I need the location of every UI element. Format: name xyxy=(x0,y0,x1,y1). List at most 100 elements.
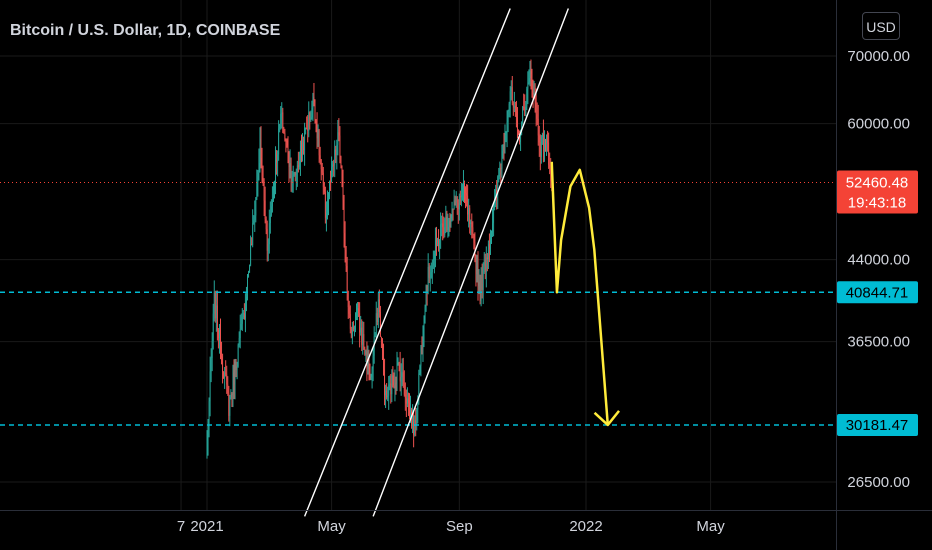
candle-body xyxy=(382,341,383,352)
candle xyxy=(335,145,337,163)
candle xyxy=(397,357,399,366)
candle xyxy=(258,148,260,181)
candle-body xyxy=(410,409,411,414)
candle xyxy=(412,404,414,434)
projection-path[interactable] xyxy=(550,161,621,427)
candle-body xyxy=(477,266,479,287)
candle-body xyxy=(280,113,282,124)
candle xyxy=(438,229,440,252)
candle xyxy=(319,146,321,165)
candle xyxy=(263,178,265,217)
candle-body xyxy=(465,187,466,194)
projection-line[interactable] xyxy=(550,161,610,426)
candle-body xyxy=(251,244,253,246)
candle-body xyxy=(489,244,490,249)
currency-button[interactable]: USD xyxy=(862,12,900,40)
candle-body xyxy=(482,265,484,290)
candle-body xyxy=(285,140,287,142)
candle-body xyxy=(366,351,368,369)
candle-body xyxy=(248,272,249,277)
candle-body xyxy=(220,328,221,357)
candle xyxy=(473,233,475,250)
channel-upper-line[interactable] xyxy=(303,8,511,517)
candle-body xyxy=(545,143,546,145)
candle-body xyxy=(405,398,407,404)
candle xyxy=(492,208,494,238)
ascending-channel[interactable] xyxy=(303,8,570,517)
candle xyxy=(278,120,280,161)
candle xyxy=(489,229,491,256)
candle-body xyxy=(235,361,237,371)
candle xyxy=(536,102,538,125)
candle xyxy=(284,128,286,142)
candle xyxy=(453,189,455,210)
candle xyxy=(294,171,296,182)
candle-body xyxy=(295,172,297,176)
candle-body xyxy=(259,138,261,164)
candle-body xyxy=(236,366,238,371)
candle xyxy=(423,315,425,348)
candle-body xyxy=(377,299,379,322)
candle-body xyxy=(492,223,493,234)
candle xyxy=(216,290,218,341)
candle-body xyxy=(512,102,514,108)
candle-body xyxy=(282,112,284,133)
candle-body xyxy=(338,132,340,136)
candle-body xyxy=(355,314,356,328)
candle-body xyxy=(447,227,449,231)
candle-body xyxy=(438,240,439,247)
candle xyxy=(288,151,290,183)
candle xyxy=(279,123,281,133)
candle xyxy=(312,92,314,122)
channel-lower-line[interactable] xyxy=(372,8,570,517)
horizontal-levels[interactable] xyxy=(0,181,836,426)
candle-body xyxy=(429,277,431,279)
candle xyxy=(269,201,271,234)
candle-body xyxy=(459,196,461,198)
candle xyxy=(487,240,489,269)
candle-body xyxy=(445,216,447,219)
x-tick-label-3: Sep xyxy=(446,518,473,535)
candle xyxy=(533,80,535,97)
candle xyxy=(253,215,255,225)
candle-body xyxy=(446,216,448,231)
candle-body xyxy=(471,222,473,228)
candle xyxy=(237,343,239,368)
candle xyxy=(488,233,490,263)
candle xyxy=(430,262,432,279)
candle-body xyxy=(289,163,291,168)
candle-body xyxy=(354,327,355,329)
candle-body xyxy=(433,253,435,259)
candle xyxy=(213,280,215,322)
candle-body xyxy=(490,236,491,249)
candle xyxy=(509,86,511,118)
y-tick-label-1: 60000.00 xyxy=(847,116,910,133)
candle xyxy=(542,119,544,163)
candle xyxy=(482,262,484,305)
candle-body xyxy=(304,128,306,151)
candle xyxy=(426,284,428,306)
candle-body xyxy=(408,398,409,404)
candle xyxy=(485,246,487,288)
candle-body xyxy=(328,196,329,201)
candle xyxy=(375,301,377,341)
candle xyxy=(268,209,270,254)
candle-body xyxy=(350,328,352,338)
candle xyxy=(506,110,508,148)
candle xyxy=(394,369,396,402)
candle-body xyxy=(444,218,446,235)
candle xyxy=(408,393,410,420)
candle xyxy=(320,158,322,181)
candle xyxy=(230,389,232,400)
candle-body xyxy=(240,323,242,330)
candle-body xyxy=(392,375,394,386)
candle xyxy=(241,308,243,331)
candle xyxy=(467,184,469,222)
candle xyxy=(341,165,343,188)
candle xyxy=(290,157,292,192)
candle xyxy=(390,373,392,404)
candle-body xyxy=(228,393,230,416)
candle xyxy=(427,253,429,295)
candle xyxy=(334,140,336,178)
